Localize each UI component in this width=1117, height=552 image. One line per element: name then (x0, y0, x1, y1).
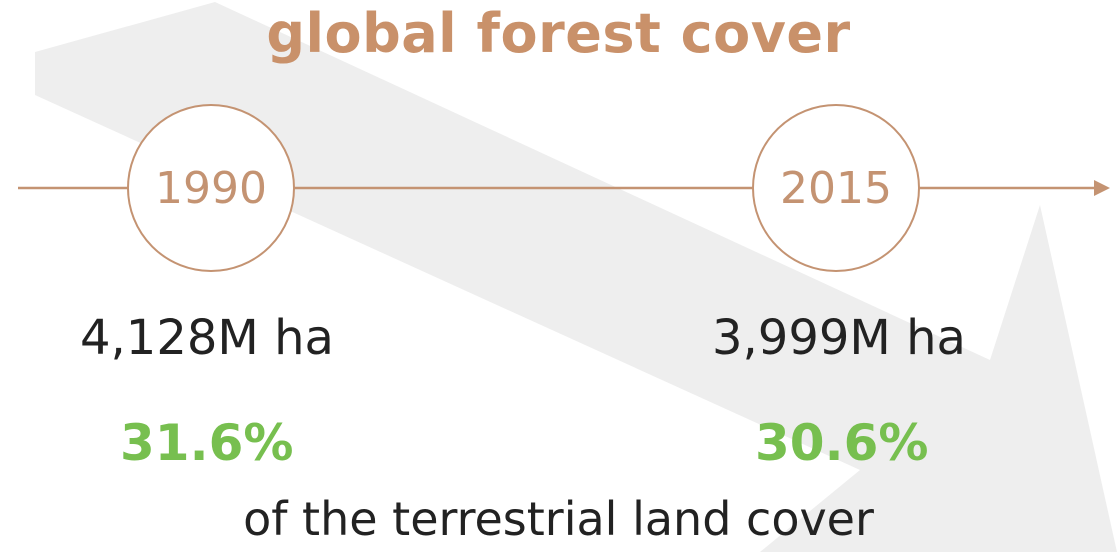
page-title: global forest cover (266, 2, 851, 65)
timeline-arrowhead (1094, 180, 1110, 196)
year-circle-1990: 1990 (127, 104, 295, 272)
land-share-1990: 31.6% (120, 414, 294, 472)
year-label-2015: 2015 (780, 162, 892, 214)
share-caption: of the terrestrial land cover (243, 492, 874, 546)
year-circle-2015: 2015 (752, 104, 920, 272)
land-share-2015: 30.6% (755, 414, 929, 472)
year-label-1990: 1990 (155, 162, 267, 214)
forest-area-1990: 4,128M ha (80, 310, 334, 366)
forest-area-2015: 3,999M ha (712, 310, 966, 366)
